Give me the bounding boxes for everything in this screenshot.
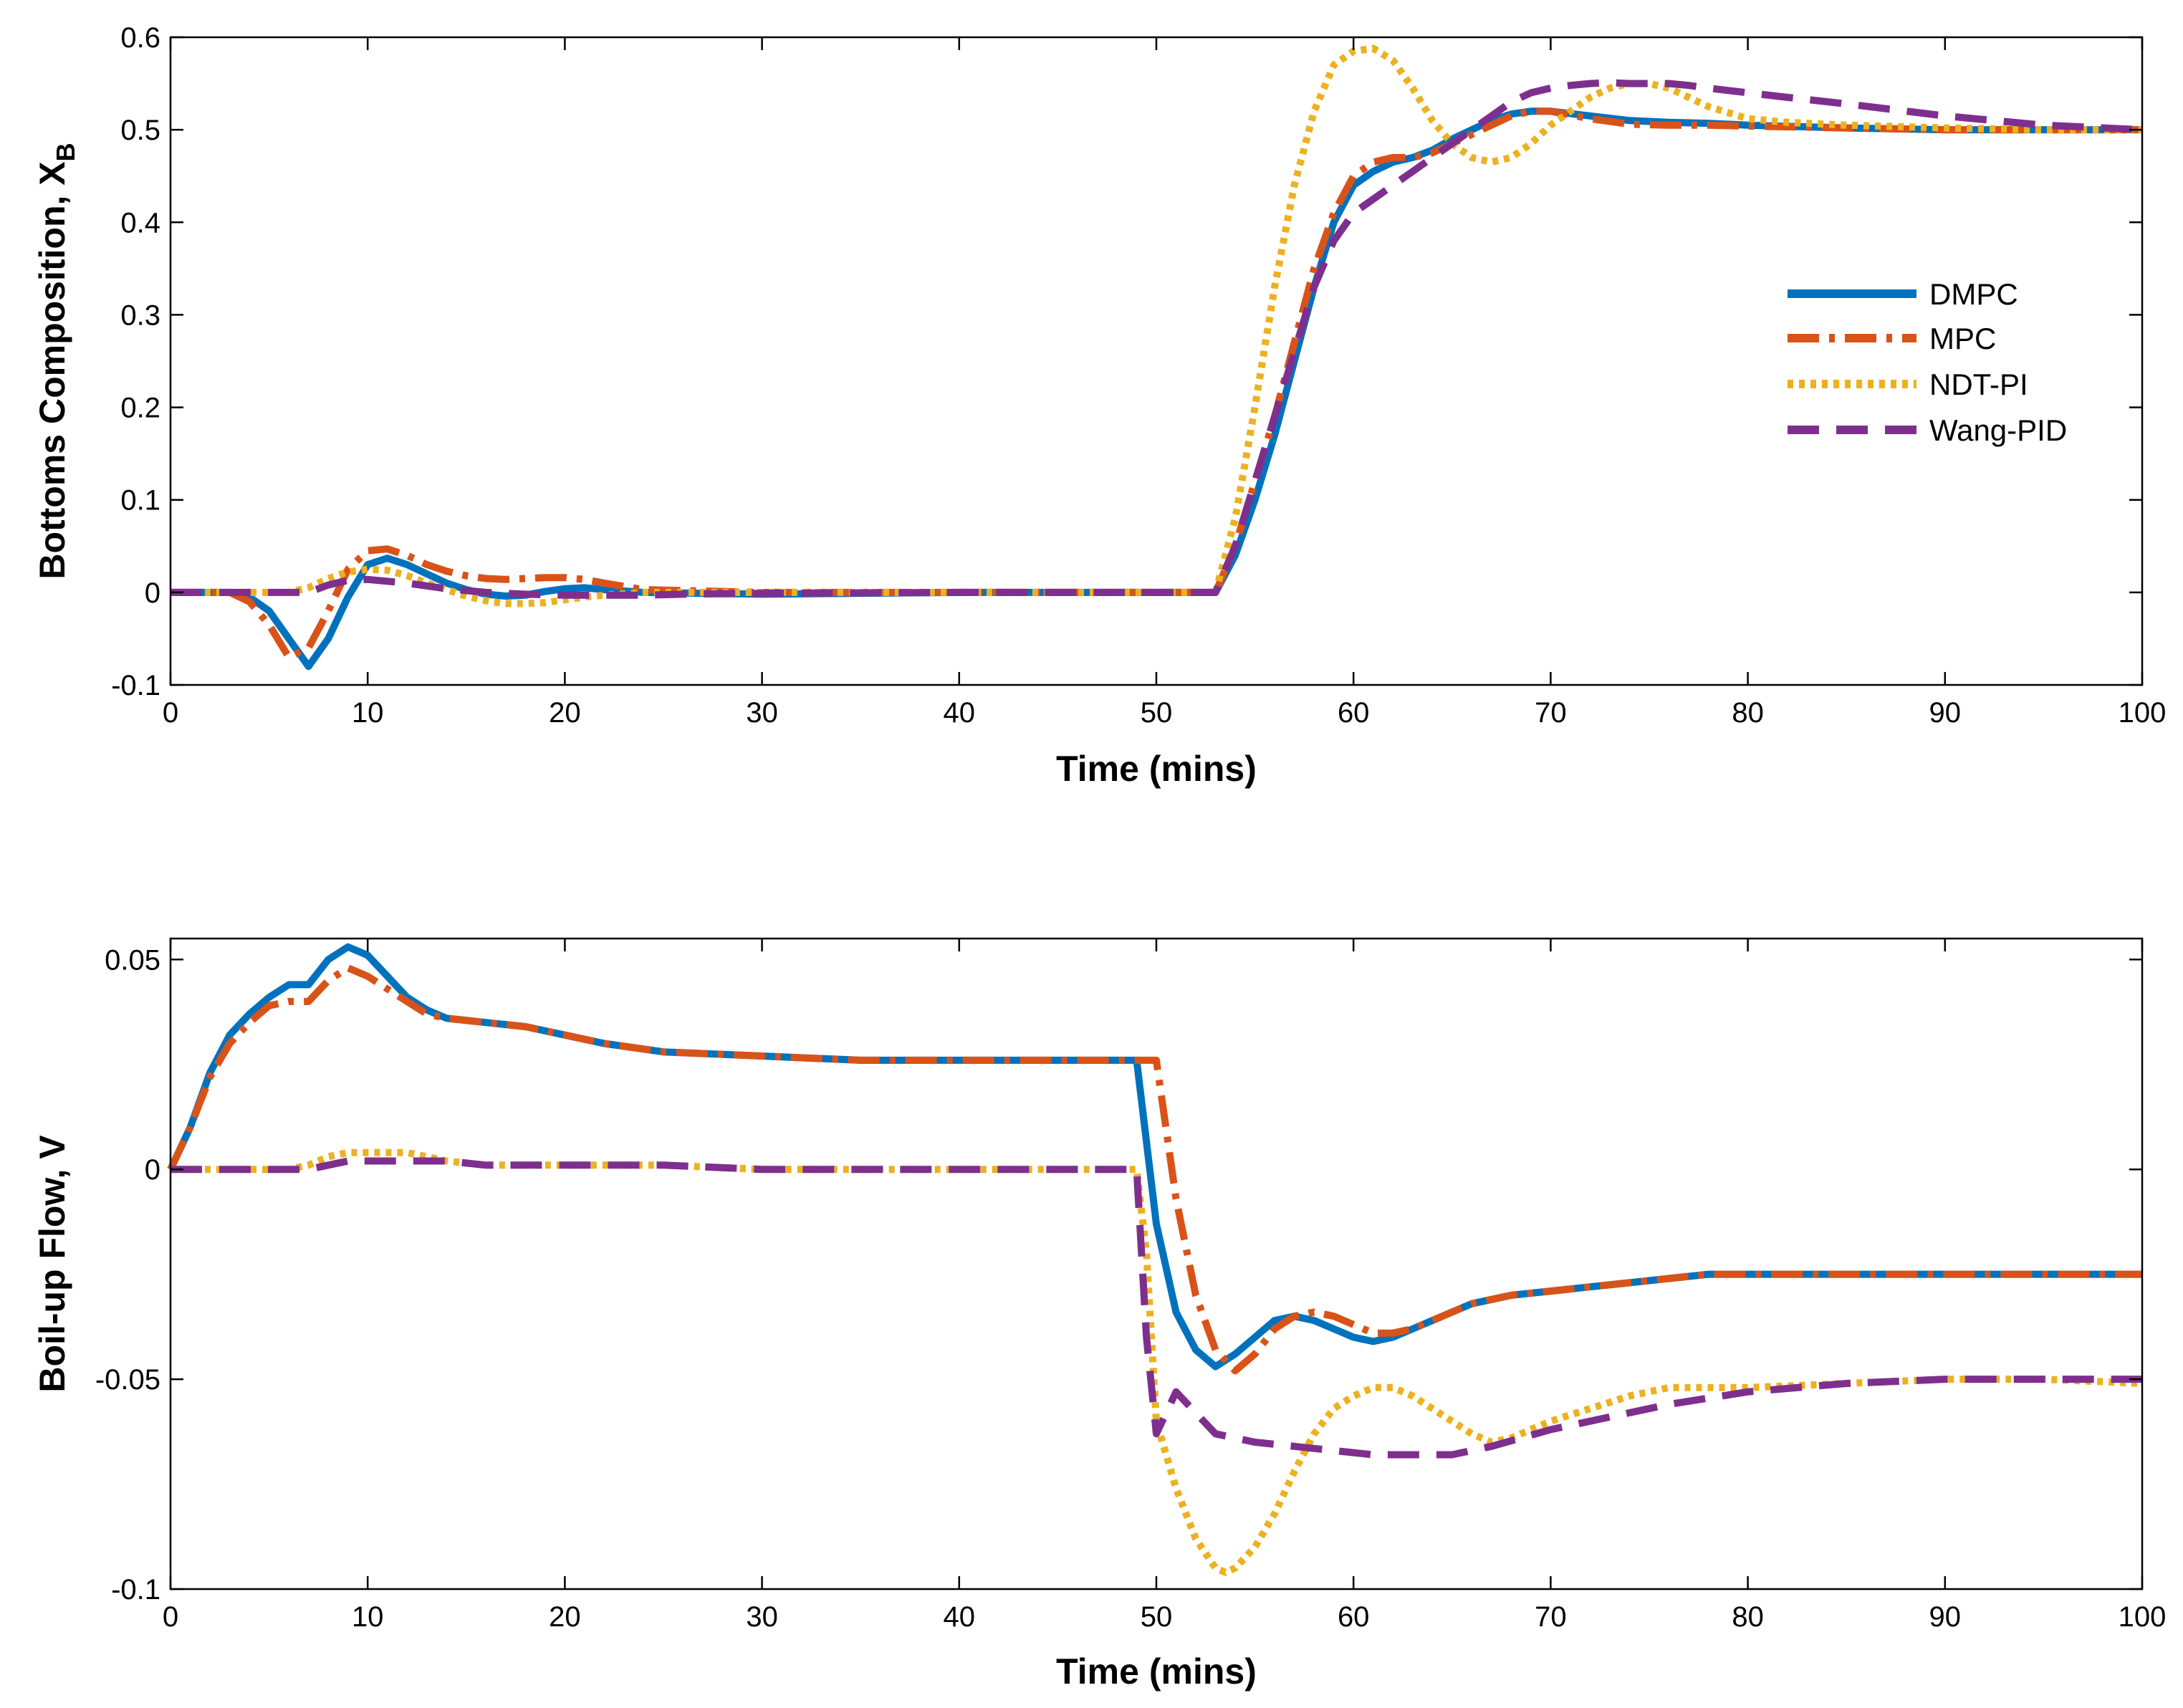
top-y-axis-label: Bottoms Composition, XB — [32, 143, 80, 579]
top-y-tick-label: 0.4 — [120, 207, 160, 239]
top-x-tick-label: 40 — [944, 697, 976, 729]
legend-wang-pid-label: Wang-PID — [1929, 413, 2067, 447]
legend-ndt-pi-label: NDT-PI — [1929, 368, 2028, 401]
top-y-tick-label: 0.1 — [120, 485, 160, 517]
top-subplot-ticks: 0 10 20 30 40 50 60 70 80 90 100-0.100.10.20.30.40… — [111, 22, 2166, 729]
top-y-tick-label: 0.6 — [120, 22, 160, 54]
bottom-subplot-series — [167, 943, 2143, 1576]
top-series-wang-pid — [171, 79, 2143, 599]
bottom-y-axis-label: Boil-up Flow, V — [32, 1135, 72, 1393]
bottom-x-tick-label: 30 — [746, 1601, 778, 1633]
legend-mpc-label: MPC — [1929, 322, 1996, 355]
bottom-series-mpc — [167, 964, 2142, 1375]
top-y-axis-label-text: Bottoms Composition, X — [32, 161, 72, 579]
top-y-tick-label: -0.1 — [111, 670, 160, 701]
top-x-tick-label: 60 — [1338, 697, 1370, 729]
bottom-series-dmpc — [167, 943, 2142, 1371]
legend-dmpc-label: DMPC — [1929, 277, 2018, 311]
bottom-y-tick-label: -0.1 — [111, 1574, 160, 1606]
bottom-x-tick-label: 90 — [1929, 1601, 1962, 1633]
bottom-y-tick-label: 0 — [145, 1154, 160, 1186]
bottom-x-tick-label: 20 — [549, 1601, 581, 1633]
bottom-subplot: 0 10 20 30 40 50 60 70 80 90 100 -0.1 -0.05 0 0.05 Tim… — [32, 937, 2167, 1692]
top-x-tick-label: 90 — [1929, 697, 1962, 729]
top-y-tick-label: 0 — [145, 577, 160, 609]
bottom-x-axis-label: Time (mins) — [1056, 1651, 1257, 1692]
top-y-axis-label-subscript: B — [51, 143, 80, 161]
top-y-tick-label: 0.3 — [120, 299, 160, 331]
top-x-tick-label: 80 — [1732, 697, 1764, 729]
bottom-x-tick-label: 40 — [944, 1601, 976, 1633]
top-x-axis-label: Time (mins) — [1056, 749, 1257, 789]
bottom-x-tick-label: 50 — [1141, 1601, 1173, 1633]
top-series-ndt-pi — [171, 44, 2142, 608]
bottom-subplot-ticks: 0 10 20 30 40 50 60 70 80 90 100 -0.1 -0.05 0 0.05 — [95, 939, 2167, 1633]
bottom-y-tick-label: 0.05 — [105, 944, 160, 976]
top-x-tick-label: 10 — [352, 697, 384, 729]
bottom-x-tick-label: 60 — [1338, 1601, 1370, 1633]
bottom-series-ndt-pi — [171, 1148, 2143, 1576]
bottom-x-tick-label: 0 — [163, 1601, 178, 1633]
top-y-tick-label: 0.5 — [120, 115, 160, 146]
top-x-tick-label: 70 — [1535, 697, 1567, 729]
bottom-y-tick-label: -0.05 — [95, 1364, 160, 1396]
top-y-tick-label: 0.2 — [120, 393, 160, 424]
bottom-series-wang-pid — [171, 1157, 2142, 1459]
top-x-tick-label: 20 — [549, 697, 581, 729]
bottom-x-tick-label: 100 — [2119, 1601, 2167, 1633]
legend: DMPC MPC NDT-PI Wang-PID — [1788, 277, 2067, 447]
top-x-tick-label: 50 — [1141, 697, 1173, 729]
top-x-tick-label: 30 — [746, 697, 778, 729]
top-x-tick-label: 0 — [163, 697, 178, 729]
bottom-x-tick-label: 80 — [1732, 1601, 1764, 1633]
top-subplot-series — [171, 44, 2143, 671]
top-x-tick-label: 100 — [2119, 697, 2167, 729]
bottom-x-tick-label: 70 — [1535, 1601, 1567, 1633]
top-subplot: 0 10 20 30 40 50 60 70 80 90 100-0.100.10.20.30.40… — [32, 22, 2166, 789]
bottom-x-tick-label: 10 — [352, 1601, 384, 1633]
